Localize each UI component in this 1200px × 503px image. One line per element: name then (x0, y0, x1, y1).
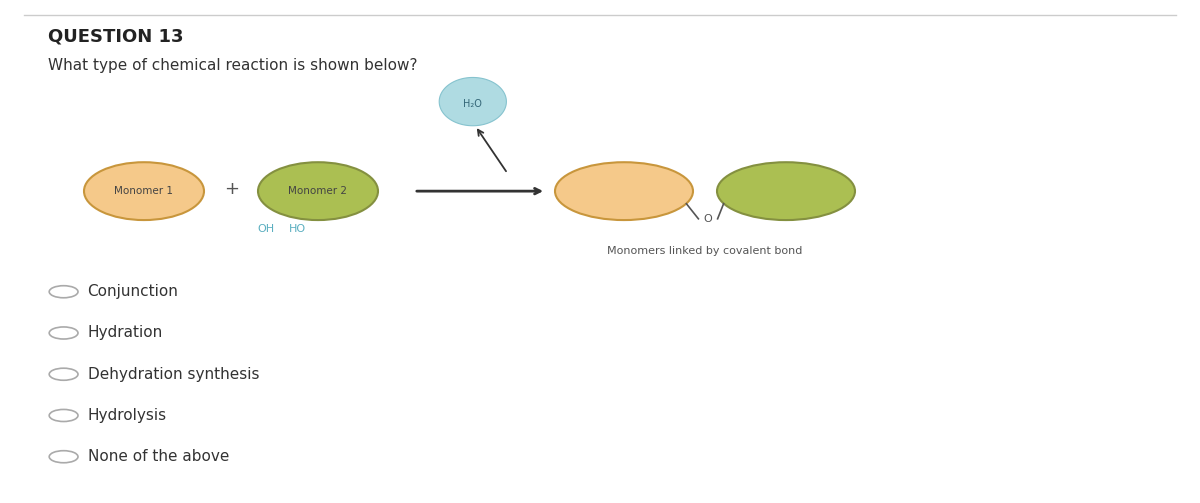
Ellipse shape (84, 162, 204, 220)
Text: Hydration: Hydration (88, 325, 163, 341)
Text: Dehydration synthesis: Dehydration synthesis (88, 367, 259, 382)
Polygon shape (439, 77, 506, 126)
Text: Hydrolysis: Hydrolysis (88, 408, 167, 423)
Text: H₂O: H₂O (463, 99, 482, 109)
Text: Monomer 2: Monomer 2 (288, 186, 348, 196)
Text: QUESTION 13: QUESTION 13 (48, 28, 184, 46)
Text: Conjunction: Conjunction (88, 284, 179, 299)
Text: Monomer 1: Monomer 1 (114, 186, 174, 196)
Text: None of the above: None of the above (88, 449, 229, 464)
Ellipse shape (718, 162, 854, 220)
Text: +: + (224, 180, 239, 198)
Text: O: O (703, 214, 713, 224)
Text: What type of chemical reaction is shown below?: What type of chemical reaction is shown … (48, 58, 418, 73)
Text: Monomers linked by covalent bond: Monomers linked by covalent bond (607, 246, 803, 257)
Ellipse shape (554, 162, 694, 220)
Ellipse shape (258, 162, 378, 220)
Text: HO: HO (289, 224, 306, 234)
Text: OH: OH (258, 224, 275, 234)
